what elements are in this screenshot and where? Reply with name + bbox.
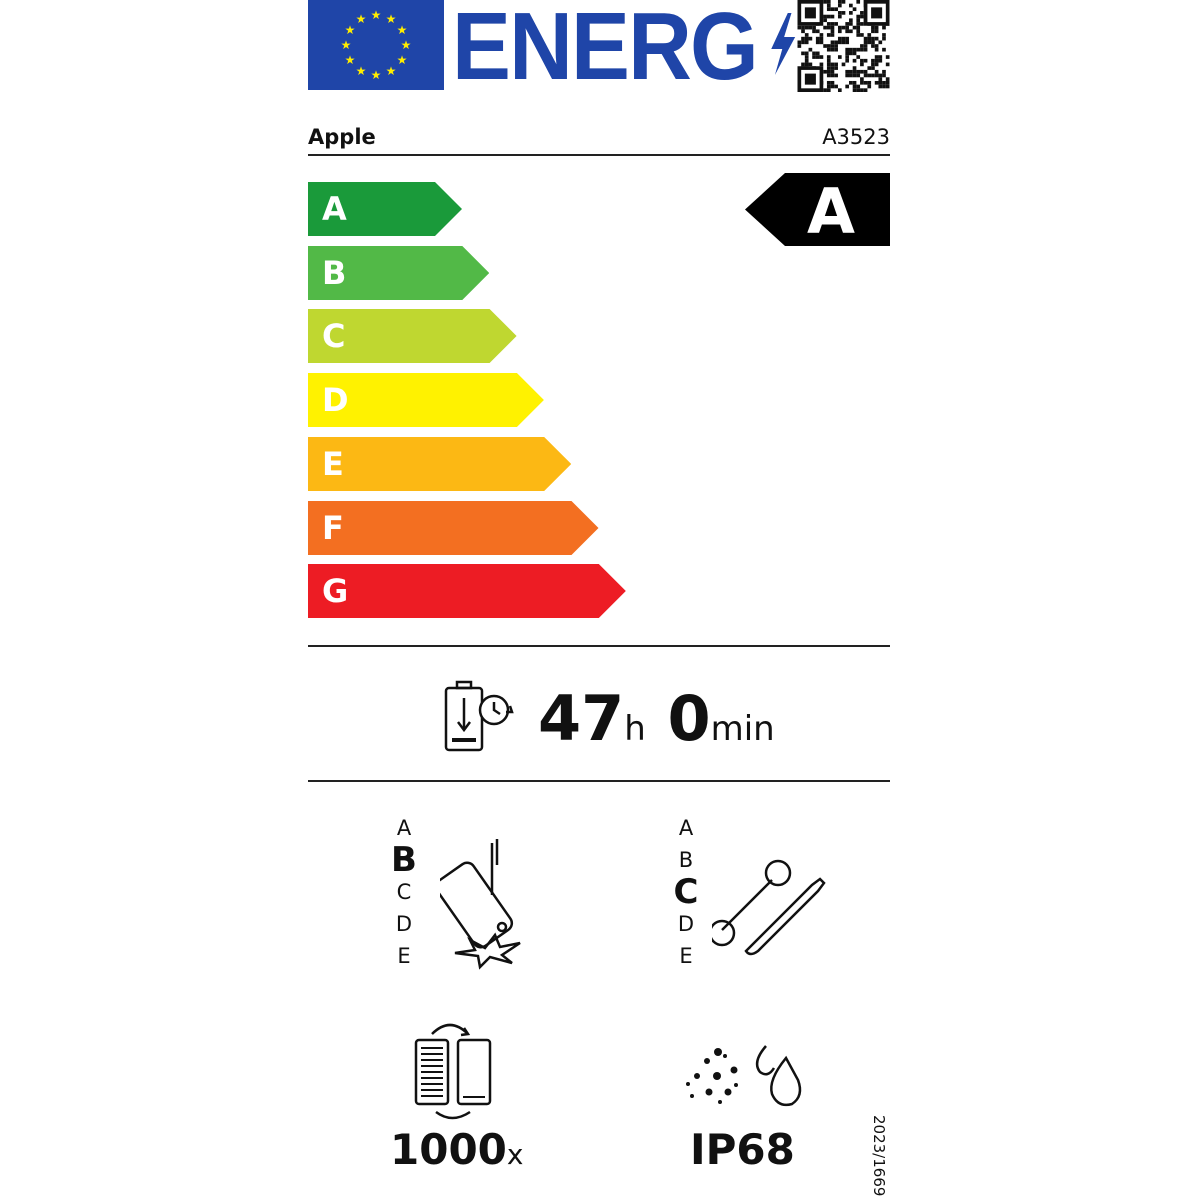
svg-text:★: ★: [371, 8, 382, 22]
energy-logo: ENERG: [452, 0, 799, 102]
svg-text:★: ★: [401, 38, 412, 52]
divider: [308, 154, 890, 156]
scale-letter: D: [677, 912, 695, 936]
eu-flag: ★ ★ ★ ★ ★ ★ ★ ★ ★ ★ ★ ★: [308, 0, 444, 90]
scale-letter: C: [396, 880, 412, 904]
divider: [308, 780, 890, 782]
battery-cycles-value: 1000x: [390, 1125, 524, 1174]
svg-text:★: ★: [386, 12, 397, 26]
energy-class-label: G: [322, 572, 349, 611]
scale-letter: C: [673, 872, 699, 912]
svg-text:★: ★: [345, 53, 356, 67]
energy-class-label: D: [322, 381, 349, 420]
svg-text:★: ★: [345, 23, 356, 37]
scale-letter: E: [397, 944, 411, 968]
energy-class-indicator: A: [745, 173, 890, 250]
svg-text:★: ★: [371, 68, 382, 82]
energy-class-letter: A: [807, 175, 855, 248]
phone-drop-icon: [440, 839, 521, 970]
scale-letter: A: [396, 816, 412, 840]
svg-text:★: ★: [356, 12, 367, 26]
energy-class-label: A: [322, 190, 347, 228]
energy-class-label: F: [322, 508, 344, 547]
scale-letter: A: [678, 816, 694, 840]
supplier-name: Apple: [308, 125, 376, 149]
ingress-protection-value: IP68: [690, 1125, 795, 1174]
energy-class-bar-a: A: [308, 182, 462, 236]
battery-cycles-icon: [414, 1023, 492, 1120]
repair-tools-icon: [712, 859, 826, 956]
svg-text:★: ★: [341, 38, 352, 52]
lightning-icon: [771, 13, 796, 75]
scale-letter: D: [395, 912, 413, 936]
energy-class-bar-g: G: [308, 564, 626, 619]
energy-class-label: E: [322, 444, 344, 483]
divider: [308, 645, 890, 647]
energy-class-label: C: [322, 317, 346, 356]
svg-text:★: ★: [386, 64, 397, 78]
energy-class-bar-d: D: [308, 373, 544, 428]
energy-class-bar-e: E: [308, 436, 572, 491]
qr-code-icon[interactable]: [797, 0, 890, 92]
energy-class-bar-b: B: [308, 245, 490, 300]
battery-endurance-icon: [444, 680, 514, 752]
dust-water-icon: [686, 1045, 802, 1107]
energy-logo-text: ENERG: [452, 0, 759, 100]
regulation-number: 2023/1669: [870, 1115, 888, 1197]
battery-endurance-value: 47h 0min: [538, 682, 775, 755]
energy-class-bar-c: C: [308, 309, 517, 364]
scale-letter: B: [391, 840, 417, 880]
svg-text:★: ★: [397, 23, 408, 37]
energy-class-bar-f: F: [308, 500, 599, 555]
energy-class-label: B: [322, 253, 347, 292]
eu-stars-icon: ★ ★★★★★★★★★★★: [341, 8, 412, 82]
model-identifier: A3523: [822, 125, 890, 149]
scale-letter: E: [679, 944, 693, 968]
svg-text:★: ★: [397, 53, 408, 67]
svg-text:★: ★: [356, 64, 367, 78]
scale-letter: B: [678, 848, 694, 872]
